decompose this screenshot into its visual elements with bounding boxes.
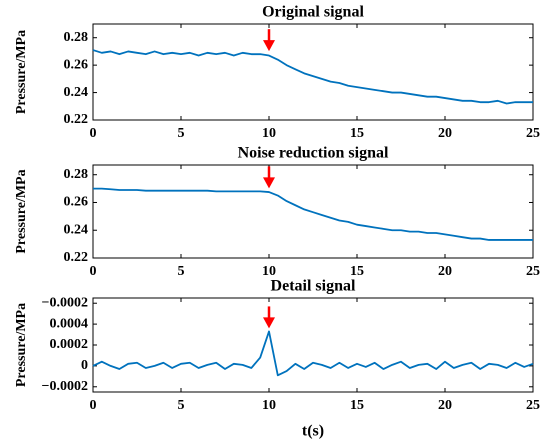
- y-tick-label: 0.24: [64, 85, 89, 100]
- x-tick-label: 10: [262, 264, 276, 279]
- signal-line: [92, 49, 533, 105]
- x-axis-label: t(s): [302, 423, 324, 440]
- x-tick-label: 20: [438, 126, 452, 141]
- x-tick-label: 5: [178, 126, 185, 141]
- arrow: [263, 29, 275, 52]
- x-tick-label: 10: [262, 398, 276, 413]
- x-tick-label: 0: [90, 398, 97, 413]
- axes-box: [92, 164, 534, 259]
- arrow: [263, 306, 275, 329]
- y-axis-label: Pressure/MPa: [14, 30, 29, 114]
- axes-box: [92, 23, 534, 121]
- signal-line: [93, 187, 533, 241]
- y-tick-label: 0.28: [64, 30, 89, 45]
- x-tick-label: 20: [438, 264, 452, 279]
- y-tick-label: 0.22: [64, 250, 89, 265]
- x-tick-label: 0: [90, 126, 97, 141]
- x-tick-label: 25: [526, 126, 540, 141]
- y-axis-label: Pressure/MPa: [14, 169, 29, 253]
- x-tick-label: 15: [350, 398, 364, 413]
- y-tick-label: 0.0004: [50, 316, 89, 331]
- x-tick-label: 15: [350, 126, 364, 141]
- x-tick-label: 5: [178, 264, 185, 279]
- y-tick-label: −0.0002: [42, 295, 88, 310]
- signal-line: [92, 330, 534, 377]
- chart-title: Noise reduction signal: [238, 145, 389, 162]
- arrow: [263, 166, 275, 189]
- y-tick-label: 0.26: [64, 195, 89, 210]
- y-tick-label: 0.0002: [50, 337, 89, 352]
- y-axis-label: Pressure/MPa: [14, 303, 29, 387]
- x-tick-label: 25: [526, 398, 540, 413]
- x-tick-label: 10: [262, 126, 276, 141]
- y-tick-label: 0.26: [64, 57, 89, 72]
- x-tick-label: 25: [526, 264, 540, 279]
- x-tick-label: 0: [90, 264, 97, 279]
- chart-title: Original signal: [262, 4, 364, 21]
- x-tick-label: 20: [438, 398, 452, 413]
- y-tick-label: 0: [81, 358, 88, 373]
- y-tick-label: −0.0002: [42, 379, 88, 394]
- x-tick-label: 5: [178, 398, 185, 413]
- y-tick-label: 0.28: [64, 167, 89, 182]
- axes-box: [92, 297, 534, 393]
- y-tick-label: 0.22: [64, 112, 89, 127]
- y-tick-label: 0.24: [64, 222, 89, 237]
- chart-title: Detail signal: [271, 278, 356, 295]
- x-tick-label: 15: [350, 264, 364, 279]
